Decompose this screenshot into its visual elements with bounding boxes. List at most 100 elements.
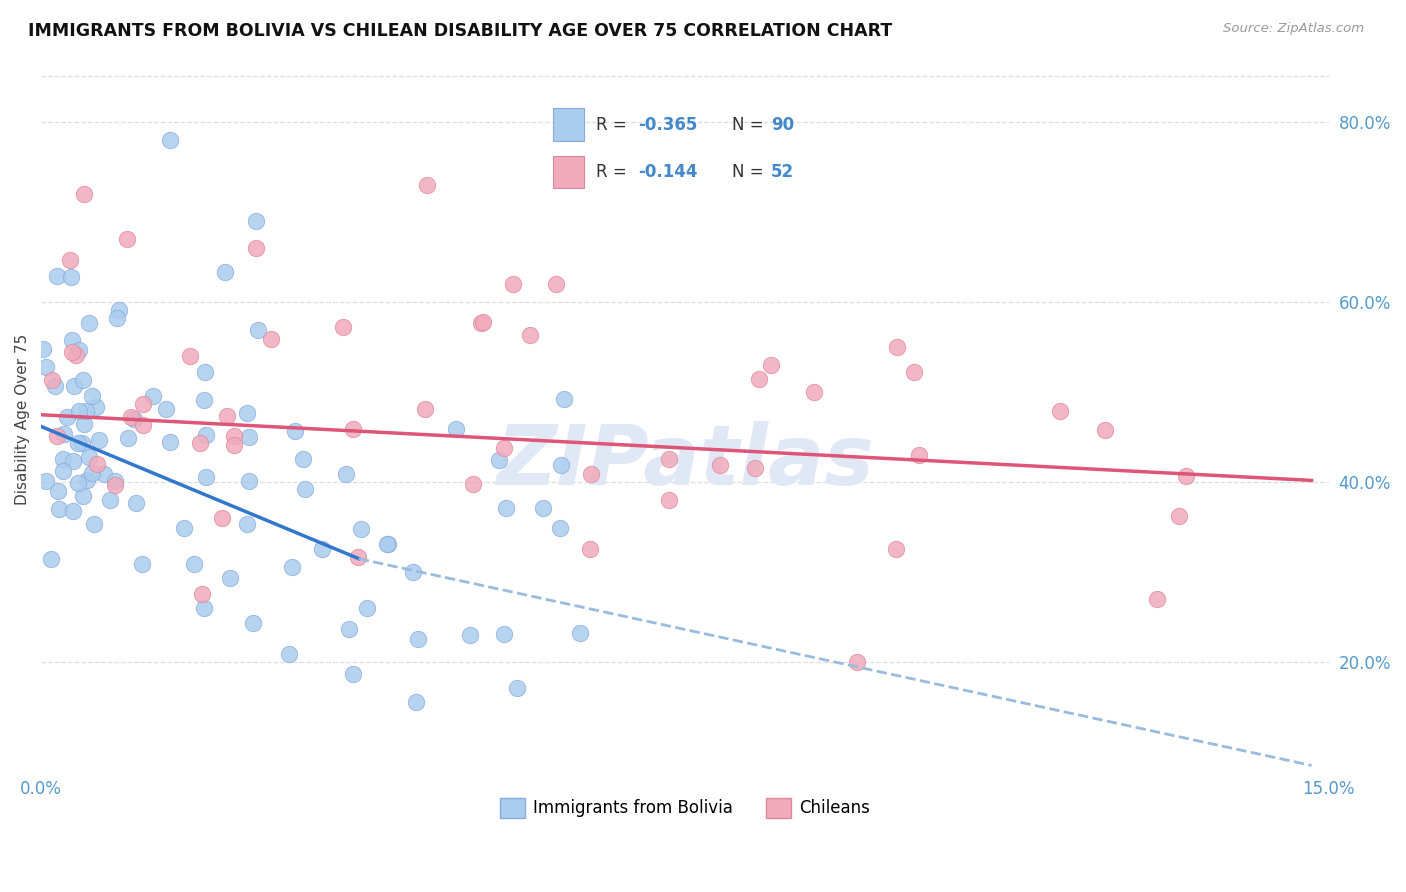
Point bbox=[356, 601, 378, 615]
Point bbox=[709, 458, 731, 472]
Point bbox=[337, 622, 360, 636]
Point bbox=[117, 431, 139, 445]
Point bbox=[1094, 423, 1116, 437]
Point bbox=[461, 477, 484, 491]
Point bbox=[72, 489, 94, 503]
Point bbox=[903, 365, 925, 379]
Point bbox=[46, 484, 69, 499]
Point bbox=[494, 626, 516, 640]
Bar bbox=[554, 155, 583, 188]
Point bbox=[191, 587, 214, 601]
Point bbox=[195, 470, 218, 484]
Point bbox=[759, 359, 782, 373]
Point bbox=[460, 628, 482, 642]
Y-axis label: Disability Age Over 75: Disability Age Over 75 bbox=[15, 334, 30, 505]
Text: N =: N = bbox=[731, 116, 769, 134]
Point bbox=[579, 541, 602, 556]
Point bbox=[122, 411, 145, 425]
Point bbox=[470, 316, 492, 330]
Point bbox=[183, 557, 205, 571]
Point bbox=[63, 379, 86, 393]
Point bbox=[245, 214, 267, 228]
Point bbox=[519, 327, 541, 342]
Point bbox=[278, 647, 301, 661]
Point bbox=[247, 323, 270, 337]
Point bbox=[579, 467, 602, 482]
Point bbox=[105, 311, 128, 326]
Point bbox=[159, 133, 181, 147]
Point bbox=[108, 302, 131, 317]
Point bbox=[242, 616, 264, 631]
Point bbox=[93, 467, 115, 481]
Point bbox=[35, 474, 58, 488]
Point bbox=[52, 452, 75, 467]
Point bbox=[747, 371, 769, 385]
Point bbox=[1146, 592, 1168, 607]
Point bbox=[211, 510, 233, 524]
Point bbox=[131, 558, 153, 572]
Point bbox=[60, 270, 83, 285]
Point bbox=[76, 473, 98, 487]
Legend: Immigrants from Bolivia, Chileans: Immigrants from Bolivia, Chileans bbox=[494, 791, 877, 825]
Point bbox=[238, 430, 260, 444]
Point bbox=[416, 178, 439, 193]
Point bbox=[62, 504, 84, 518]
Point bbox=[80, 466, 103, 480]
Point bbox=[125, 496, 148, 510]
Point bbox=[280, 560, 302, 574]
Point bbox=[115, 232, 138, 246]
Text: 52: 52 bbox=[770, 163, 794, 181]
Point bbox=[413, 402, 436, 417]
Point bbox=[377, 537, 399, 551]
Point bbox=[408, 632, 430, 646]
Point bbox=[224, 438, 246, 452]
Point bbox=[886, 541, 908, 556]
Point bbox=[803, 385, 825, 400]
Point bbox=[260, 332, 283, 346]
Point bbox=[62, 454, 84, 468]
Point bbox=[342, 422, 364, 436]
Point bbox=[65, 348, 87, 362]
Point bbox=[66, 436, 89, 450]
Point bbox=[550, 521, 572, 535]
Point bbox=[472, 315, 495, 329]
Point bbox=[236, 406, 259, 420]
Point bbox=[405, 695, 427, 709]
Point bbox=[1168, 508, 1191, 523]
Text: ZIPatlas: ZIPatlas bbox=[496, 421, 875, 502]
Point bbox=[284, 425, 307, 439]
Point bbox=[132, 417, 155, 432]
Point bbox=[845, 655, 868, 669]
Point bbox=[72, 373, 94, 387]
Point bbox=[658, 452, 681, 467]
Point bbox=[77, 450, 100, 464]
Point bbox=[35, 359, 58, 374]
Point bbox=[45, 269, 67, 284]
Point bbox=[104, 478, 127, 492]
Point bbox=[67, 343, 90, 357]
Point bbox=[53, 426, 76, 441]
Point bbox=[238, 474, 260, 488]
Point bbox=[59, 252, 82, 267]
Point bbox=[488, 453, 510, 467]
Point bbox=[347, 550, 370, 565]
Point bbox=[75, 404, 97, 418]
Point bbox=[60, 333, 83, 347]
Point bbox=[214, 265, 236, 279]
Point bbox=[553, 392, 575, 406]
Point bbox=[744, 461, 766, 475]
Point bbox=[132, 397, 155, 411]
Point bbox=[658, 493, 681, 508]
Point bbox=[89, 433, 111, 447]
Point bbox=[332, 320, 354, 334]
Point bbox=[80, 389, 103, 403]
Point bbox=[48, 502, 70, 516]
Point bbox=[104, 474, 127, 488]
Point bbox=[342, 667, 364, 681]
Point bbox=[350, 522, 373, 536]
Point bbox=[311, 542, 333, 557]
Text: N =: N = bbox=[731, 163, 769, 181]
Point bbox=[142, 389, 165, 403]
Point bbox=[31, 342, 53, 356]
Point bbox=[492, 442, 515, 456]
